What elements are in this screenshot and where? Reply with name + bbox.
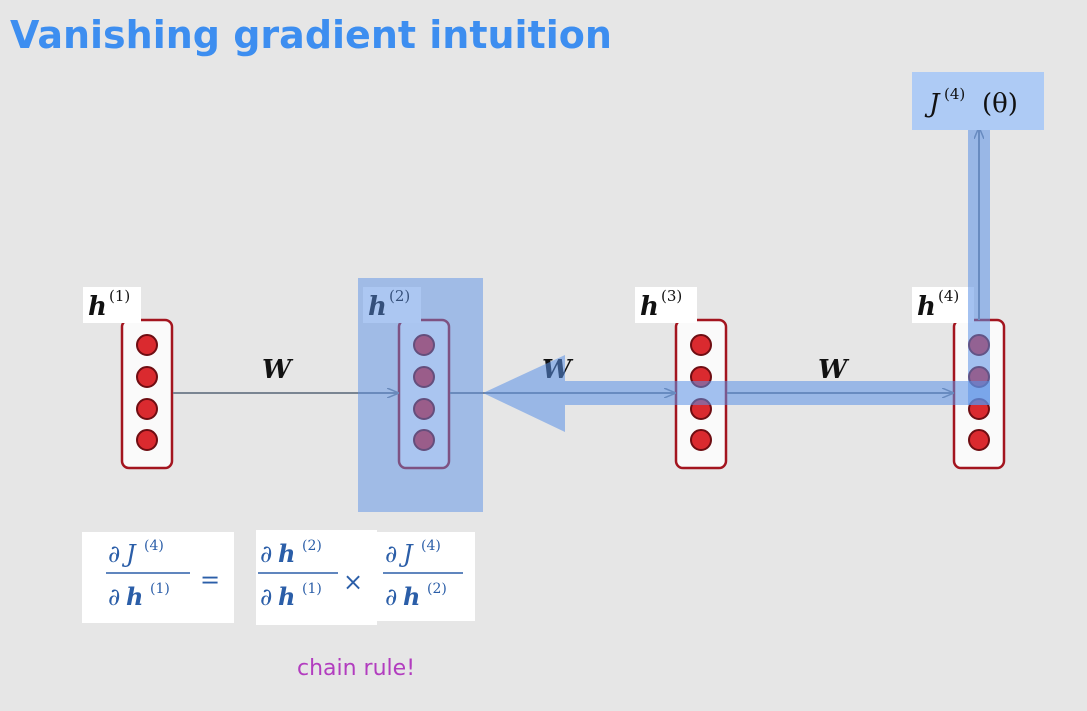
label-bg	[912, 287, 974, 323]
partial: ∂	[260, 540, 272, 568]
label-sup: (1)	[109, 287, 130, 305]
weight-label: W	[818, 355, 850, 385]
equals: =	[200, 566, 220, 594]
caption: chain rule!	[297, 656, 415, 681]
eq-bg	[377, 532, 475, 621]
var: h	[278, 582, 295, 611]
partial: ∂	[385, 540, 397, 568]
partial: ∂	[108, 583, 120, 611]
sup: (2)	[427, 581, 447, 597]
node-label: h (1)	[83, 287, 141, 323]
output-base: J	[924, 89, 941, 119]
label-sup: (4)	[938, 287, 959, 305]
weight-label: W	[262, 355, 294, 385]
label-base: h	[88, 292, 107, 322]
var: h	[278, 539, 295, 568]
unit	[136, 429, 158, 451]
eq-bg	[256, 530, 377, 625]
partial: ∂	[260, 583, 272, 611]
partial: ∂	[108, 540, 120, 568]
sup: (4)	[144, 538, 164, 554]
node-label: h (3)	[635, 287, 697, 323]
sup: (2)	[302, 538, 322, 554]
eq-bg	[82, 532, 234, 623]
gradient-arrow	[483, 355, 990, 432]
output-sup: (4)	[944, 85, 965, 103]
highlight	[358, 278, 483, 512]
label-sup: (3)	[661, 287, 682, 305]
node-1	[120, 318, 174, 470]
node-label: h (4)	[912, 287, 974, 323]
unit	[136, 366, 158, 388]
title: Vanishing gradient intuition	[10, 13, 612, 57]
unit	[136, 398, 158, 420]
label-base: h	[917, 292, 936, 322]
unit	[968, 429, 990, 451]
label-bg	[635, 287, 697, 323]
gradient-flow	[968, 130, 990, 405]
var: h	[403, 582, 420, 611]
times: ×	[343, 568, 363, 596]
sup: (1)	[302, 581, 322, 597]
sup: (1)	[150, 581, 170, 597]
var: h	[126, 582, 143, 611]
partial: ∂	[385, 583, 397, 611]
label-bg	[83, 287, 141, 323]
sup: (4)	[421, 538, 441, 554]
equation: ∂ J (4) ∂ h (1) = ∂ h (2) ∂ h (1) × ∂ J …	[82, 530, 475, 625]
output-box	[912, 72, 1044, 130]
unit	[690, 334, 712, 356]
output-arg: (θ)	[982, 89, 1018, 119]
unit	[690, 429, 712, 451]
node-box	[120, 318, 174, 470]
unit	[136, 334, 158, 356]
label-base: h	[640, 292, 659, 322]
